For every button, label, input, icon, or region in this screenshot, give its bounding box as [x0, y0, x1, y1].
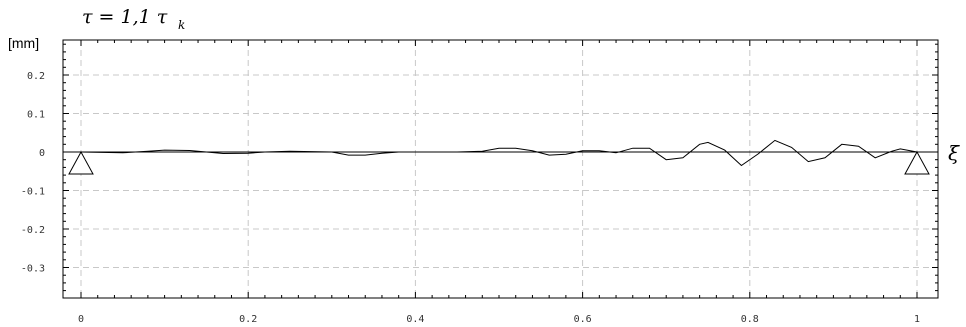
x-tick-label: 0	[78, 314, 84, 325]
x-tick-label: 0.6	[574, 314, 592, 325]
tick-labels: 0 0.2 0.4 0.6 0.8 1 0.2 0.1 0 -0.1 -0.2 -0.3	[21, 71, 920, 325]
support-triangle	[68, 150, 94, 175]
y-tick-label: -0.2	[21, 225, 45, 236]
series-group	[80, 139, 918, 167]
y-tick-label: -0.1	[21, 187, 45, 198]
title-subscript: k	[178, 18, 185, 32]
title-main: τ = 1,1 τ	[82, 6, 168, 28]
x-tick-label: 0.8	[741, 314, 759, 325]
supports-group	[68, 150, 930, 175]
deflection-line	[80, 139, 918, 167]
chart-title: τ = 1,1 τ k	[82, 6, 185, 32]
support-triangle	[904, 150, 930, 175]
y-tick-label: 0.1	[27, 110, 45, 121]
y-axis-unit-label: [mm]	[8, 35, 39, 51]
plot-frame	[62, 39, 939, 299]
y-tick-label: 0.2	[27, 71, 45, 82]
y-tick-label: -0.3	[21, 264, 45, 275]
grid-lines	[63, 40, 938, 298]
axis-ticks	[63, 40, 938, 298]
x-tick-label: 1	[914, 314, 920, 325]
x-tick-label: 0.2	[239, 314, 257, 325]
y-tick-label: 0	[39, 148, 45, 159]
x-tick-label: 0.4	[406, 314, 424, 325]
x-axis-symbol: ξ	[948, 141, 960, 165]
